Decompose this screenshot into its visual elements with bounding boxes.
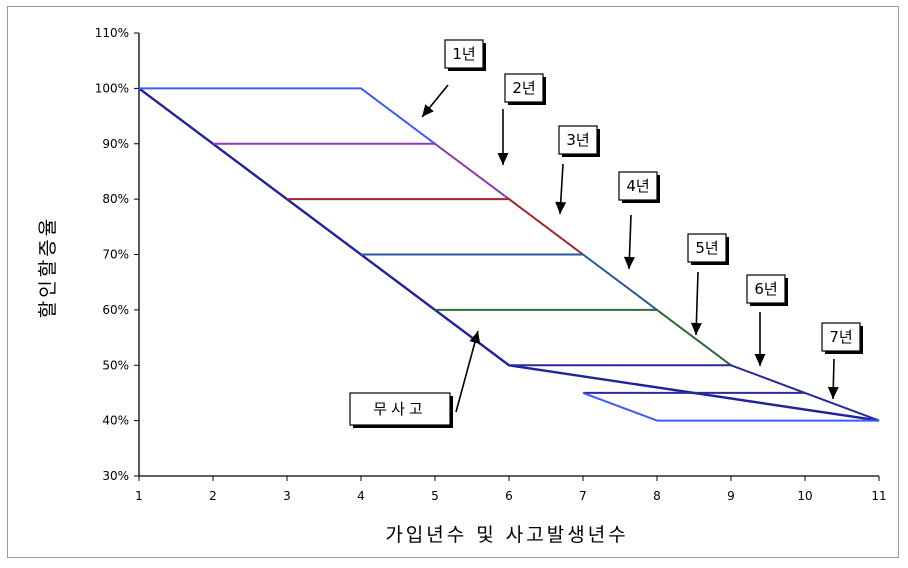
annotation-label: 2년 xyxy=(512,79,535,97)
annotation-box xyxy=(618,171,658,201)
y-tick-label: 80% xyxy=(102,192,129,206)
series-line-7 xyxy=(583,391,880,422)
x-tick-label: 11 xyxy=(871,489,886,503)
annotation-label: 4년 xyxy=(626,177,649,195)
annotation-label: 5년 xyxy=(695,239,718,257)
y-tick-label: 70% xyxy=(102,248,129,262)
y-tick-label: 110% xyxy=(95,26,129,40)
series-line-3 xyxy=(287,198,584,256)
annotation-4: 4년 xyxy=(618,171,660,270)
x-tick-label: 4 xyxy=(357,489,365,503)
annotation-label: 3년 xyxy=(566,131,589,149)
annotation-arrow-head xyxy=(555,201,567,214)
chart: 30% 40% 50% 60% 70% 80% 90% 100% 110% 1 2 3 4 5 6 7 8 9 10… xyxy=(37,26,887,546)
series-line-4 xyxy=(361,253,658,311)
series-line-2 xyxy=(213,142,510,200)
x-tick-label: 7 xyxy=(579,489,587,503)
series-lines xyxy=(138,87,880,422)
annotation-7: 7년 xyxy=(821,322,863,400)
x-tick-label: 8 xyxy=(653,489,661,503)
x-tick-label: 3 xyxy=(283,489,291,503)
annotation-arrow-head xyxy=(754,354,766,366)
x-tick-label: 6 xyxy=(505,489,513,503)
x-tick-label: 10 xyxy=(797,489,812,503)
annotation-arrow-head xyxy=(623,256,635,269)
axes: 30% 40% 50% 60% 70% 80% 90% 100% 110% 1 2 3 4 5 6 7 8 9 10… xyxy=(95,26,887,503)
annotation-box xyxy=(821,322,861,352)
annotation-box xyxy=(558,125,598,155)
y-tick-label: 90% xyxy=(102,137,129,151)
y-tick-label: 40% xyxy=(102,414,129,428)
x-tick-label: 9 xyxy=(727,489,735,503)
annotation-arrow-head xyxy=(497,153,509,165)
annotation-label: 7년 xyxy=(829,328,852,346)
annotation-label: 1년 xyxy=(452,45,475,63)
y-tick-label: 50% xyxy=(102,358,129,372)
annotation-box xyxy=(504,73,544,103)
y-tick-label: 100% xyxy=(95,81,129,95)
annotation-5: 5년 xyxy=(687,233,729,336)
series-line-8 xyxy=(582,391,879,422)
annotation-box xyxy=(444,39,484,69)
x-axis-title: 가입년수 및 사고발생년수 xyxy=(385,524,628,546)
annotation-box xyxy=(746,274,786,304)
x-tick-label: 1 xyxy=(135,489,143,503)
annotation-box xyxy=(349,392,451,426)
annotation-arrow-head xyxy=(422,104,434,117)
annotation-3: 3년 xyxy=(555,125,600,215)
x-tick-label: 2 xyxy=(209,489,217,503)
annotation-6: 6년 xyxy=(746,274,788,366)
x-tick-label: 5 xyxy=(431,489,439,503)
series-line-5 xyxy=(435,308,732,367)
annotation-arrow-head xyxy=(827,386,839,399)
y-axis-title: 할인할증율 xyxy=(37,216,59,318)
annotation-arrow-head xyxy=(469,331,481,344)
annotation-8: 무사고 xyxy=(349,330,481,428)
annotation-arrow xyxy=(455,330,479,413)
annotation-label: 무사고 xyxy=(373,400,426,418)
y-tick-label: 30% xyxy=(102,469,129,483)
annotation-2: 2년 xyxy=(497,73,546,165)
annotation-box xyxy=(687,233,727,263)
series-line-6 xyxy=(509,364,806,394)
annotation-label: 6년 xyxy=(754,280,777,298)
annotation-1: 1년 xyxy=(421,39,486,118)
series-line-1 xyxy=(139,87,436,145)
annotation-arrow-head xyxy=(690,322,702,335)
y-tick-label: 60% xyxy=(102,303,129,317)
chart-frame: 30% 40% 50% 60% 70% 80% 90% 100% 110% 1 2 3 4 5 6 7 8 9 10… xyxy=(7,6,899,558)
